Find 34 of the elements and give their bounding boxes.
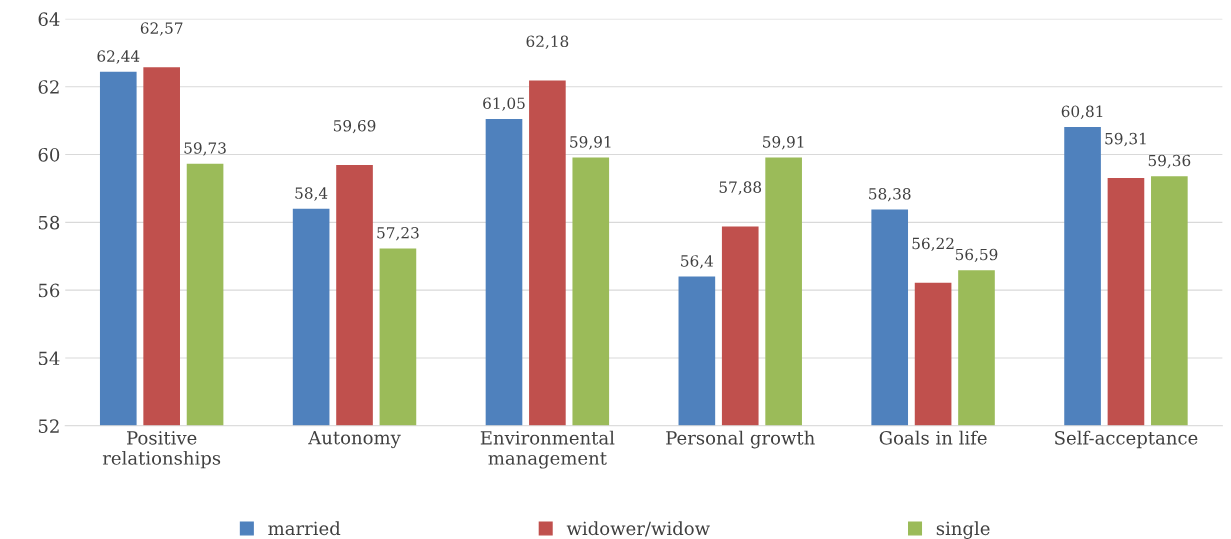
legend-label: single (936, 521, 990, 539)
data-label: 59,91 (763, 136, 804, 150)
data-label: 60,81 (1061, 105, 1103, 119)
data-label: 59,69 (333, 119, 376, 134)
data-label: 58,4 (295, 187, 328, 201)
data-label: 59,36 (1148, 154, 1191, 169)
data-label: 61,05 (483, 97, 525, 111)
x-tick-label: Self-acceptance (1055, 430, 1198, 449)
legend-label: widower/widow (566, 521, 710, 537)
x-tick-label: Autonomy (308, 430, 401, 449)
y-tick-label: 56 (38, 283, 60, 298)
x-tick-label: Goals in life (879, 430, 987, 445)
data-label: 62,18 (526, 35, 569, 49)
y-tick-label: 52 (38, 419, 59, 433)
data-label: 59,73 (184, 142, 226, 156)
data-label: 56,4 (681, 255, 714, 269)
legend-label: married (268, 521, 341, 536)
data-label: 57,23 (377, 226, 419, 241)
data-label: 57,88 (719, 181, 762, 195)
y-tick-label: 54 (38, 351, 60, 366)
y-tick-label: 58 (38, 215, 60, 230)
data-label: 58,38 (869, 187, 911, 202)
data-label: 56,22 (912, 237, 954, 252)
x-tick-label: Environmental management (480, 430, 615, 469)
data-label: 62,57 (140, 22, 183, 36)
x-tick-label: Personal growth (666, 430, 815, 449)
y-tick-label: 60 (38, 147, 60, 162)
y-tick-label: 64 (38, 12, 60, 26)
data-label: 56,59 (955, 248, 998, 263)
y-tick-label: 62 (38, 80, 59, 94)
data-label: 59,31 (1105, 132, 1146, 147)
data-label: 62,44 (97, 50, 140, 64)
data-label: 59,91 (570, 136, 611, 150)
x-tick-label: Positive relationships (102, 431, 221, 469)
